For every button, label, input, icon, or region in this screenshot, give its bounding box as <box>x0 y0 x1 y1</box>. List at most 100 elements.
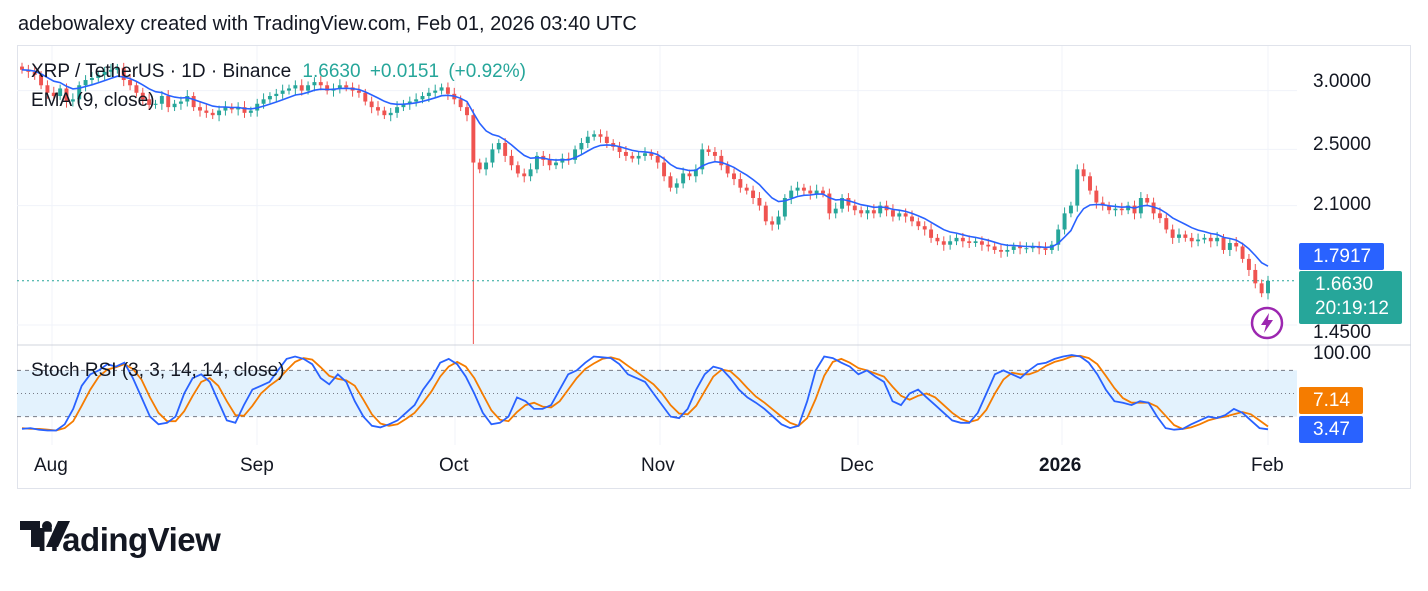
candle-body <box>102 71 107 75</box>
candle-body <box>687 173 692 177</box>
candle-body <box>795 187 800 191</box>
candle-body <box>109 69 113 72</box>
candle-body <box>166 96 171 108</box>
candle-body <box>1062 213 1067 230</box>
candle-body <box>496 142 501 150</box>
candle-body <box>999 249 1003 252</box>
candle-body <box>681 173 686 184</box>
candle-body <box>617 146 622 152</box>
candle-body <box>490 149 495 163</box>
candle-body <box>337 85 342 89</box>
stoch-band <box>17 369 1297 418</box>
bar-countdown: 20:19:12 <box>1315 298 1389 319</box>
candle-body <box>274 93 279 97</box>
chart-frame[interactable] <box>17 45 1411 489</box>
ema-line <box>21 69 1269 267</box>
candle-body <box>1024 248 1029 250</box>
time-label-oct: Oct <box>439 455 469 476</box>
candle-body <box>534 155 539 170</box>
candle-body <box>1088 176 1092 191</box>
candle-body <box>719 155 724 166</box>
candle-body <box>306 85 311 91</box>
candle-body <box>979 241 984 245</box>
candle-body <box>941 241 946 245</box>
candle-body <box>757 198 762 206</box>
tradingview-logo[interactable]: TradingView <box>20 519 221 561</box>
candle-body <box>1030 246 1035 249</box>
time-label-dec: Dec <box>840 455 874 476</box>
candle-body <box>554 162 558 166</box>
candle-body <box>515 165 520 174</box>
price-tick: 1.4500 <box>1313 322 1372 343</box>
candle-body <box>1246 258 1251 270</box>
candle-body <box>401 103 406 108</box>
candle-body <box>592 134 597 137</box>
candle-body <box>833 208 838 214</box>
candle-body <box>948 241 953 245</box>
candle-body <box>363 92 368 102</box>
candle-body <box>986 244 991 247</box>
candle-body <box>1068 205 1073 214</box>
lightning-icon[interactable] <box>1250 306 1284 340</box>
candle-body <box>382 110 387 116</box>
candle-body <box>890 210 895 217</box>
candle-body <box>1215 237 1220 242</box>
candle-body <box>388 112 393 116</box>
candle-body <box>51 92 56 97</box>
candle-body <box>223 107 228 111</box>
candle-body <box>878 205 883 214</box>
candle-body <box>433 90 438 93</box>
candle-body <box>32 71 37 75</box>
candle-body <box>744 187 749 191</box>
candle-body <box>471 115 476 163</box>
candle-body <box>674 183 679 188</box>
candle-body <box>299 85 304 91</box>
stoch-d-tag: 7.14 <box>1299 387 1363 414</box>
candle-body <box>1113 208 1118 211</box>
candle-body <box>89 77 94 81</box>
stoch-k-tag: 3.47 <box>1299 416 1363 443</box>
candle-body <box>210 112 215 116</box>
candle-body <box>458 99 463 108</box>
candle-body <box>147 99 152 105</box>
candle-body <box>789 190 794 199</box>
candle-body <box>1234 242 1239 247</box>
candle-body <box>967 241 972 243</box>
candle-body <box>191 96 196 108</box>
candle-body <box>45 85 50 93</box>
candle-body <box>1005 249 1010 252</box>
candle-body <box>83 80 88 86</box>
candle-body <box>1170 229 1175 238</box>
price-tick: 2.5000 <box>1313 134 1372 155</box>
price-tick: 3.0000 <box>1313 71 1372 92</box>
time-label-sep: Sep <box>240 455 274 476</box>
candle-body <box>312 82 317 86</box>
candle-body <box>763 205 768 222</box>
symbol-label: XRP / TetherUS · 1D · Binance <box>31 61 292 82</box>
candle-body <box>318 82 323 86</box>
candle-body <box>236 107 241 110</box>
change-percent: (+0.92%) <box>448 61 526 82</box>
candle-body <box>1227 242 1232 250</box>
candle-body <box>871 210 876 214</box>
candle-body <box>420 96 425 100</box>
candle-body <box>897 213 902 217</box>
candle-body <box>801 187 806 191</box>
candle-body <box>700 149 705 170</box>
candle-body <box>585 136 590 143</box>
candle-body <box>960 237 965 242</box>
candle-body <box>1126 205 1131 211</box>
candle-body <box>598 134 603 137</box>
last-price-value: 1.6630 <box>1315 274 1374 295</box>
candle-body <box>178 101 183 104</box>
candle-body <box>439 87 444 91</box>
candle-body <box>725 165 730 174</box>
symbol-legend: XRP / TetherUS · 1D · Binance 1.6630 +0.… <box>31 61 526 83</box>
candle-body <box>465 107 469 116</box>
candle-body <box>503 142 508 156</box>
candle-body <box>1196 239 1201 242</box>
candle-body <box>910 216 914 222</box>
candle-body <box>751 190 756 199</box>
candle-body <box>77 85 82 100</box>
